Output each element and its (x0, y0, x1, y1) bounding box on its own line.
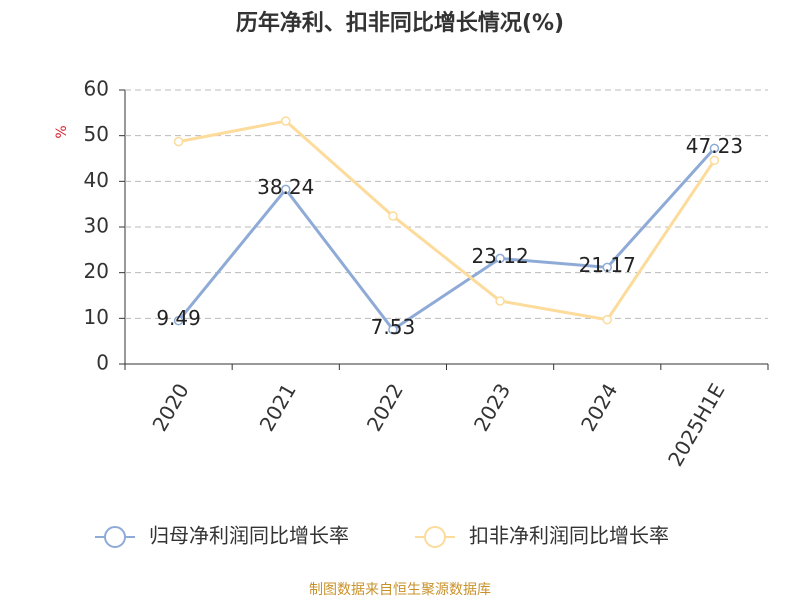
point (173, 315, 184, 326)
series-line (177, 147, 716, 332)
x-tick-label: 2022 (362, 379, 408, 435)
data-label: 23.12 (471, 244, 528, 268)
point (388, 324, 398, 335)
point (173, 136, 184, 147)
y-tick-label: 10 (84, 305, 109, 329)
y-tick-label: 30 (84, 214, 109, 238)
x-tick-label: 2024 (576, 379, 622, 435)
y-tick-label: 20 (84, 259, 109, 283)
point (709, 143, 720, 154)
legend-label: 归母净利润同比增长率 (149, 524, 349, 548)
x-tick-label: 2020 (147, 379, 193, 435)
y-tick-label: 50 (84, 122, 109, 146)
y-tick-label: 60 (84, 77, 109, 101)
source-note: 制图数据来自恒生聚源数据库 (309, 582, 491, 598)
legend-label: 扣非净利润同比增长率 (469, 524, 669, 548)
data-label: 21.17 (579, 253, 636, 277)
legend-marker (104, 526, 126, 548)
x-tick-label: 2021 (255, 379, 301, 435)
y-tick-label: 40 (84, 168, 109, 192)
point (495, 253, 505, 264)
y-tick-label: 0 (96, 351, 109, 375)
point (602, 314, 612, 325)
x-tick-label: 2023 (469, 379, 515, 435)
series-line (178, 119, 716, 322)
y-axis-label: % (54, 125, 70, 138)
point (709, 155, 720, 166)
data-label: 38.24 (257, 175, 314, 199)
point (281, 184, 291, 195)
point (602, 262, 612, 273)
legend-marker (424, 526, 446, 548)
x-tick-label: 2025H1E (663, 379, 729, 470)
point (388, 211, 398, 221)
point (281, 116, 291, 126)
data-label: 7.53 (371, 315, 416, 339)
chart-title: 历年净利、扣非同比增长情况(%) (236, 10, 564, 36)
point (495, 296, 505, 306)
data-label: 9.49 (156, 306, 201, 330)
data-label: 47.23 (686, 134, 743, 158)
